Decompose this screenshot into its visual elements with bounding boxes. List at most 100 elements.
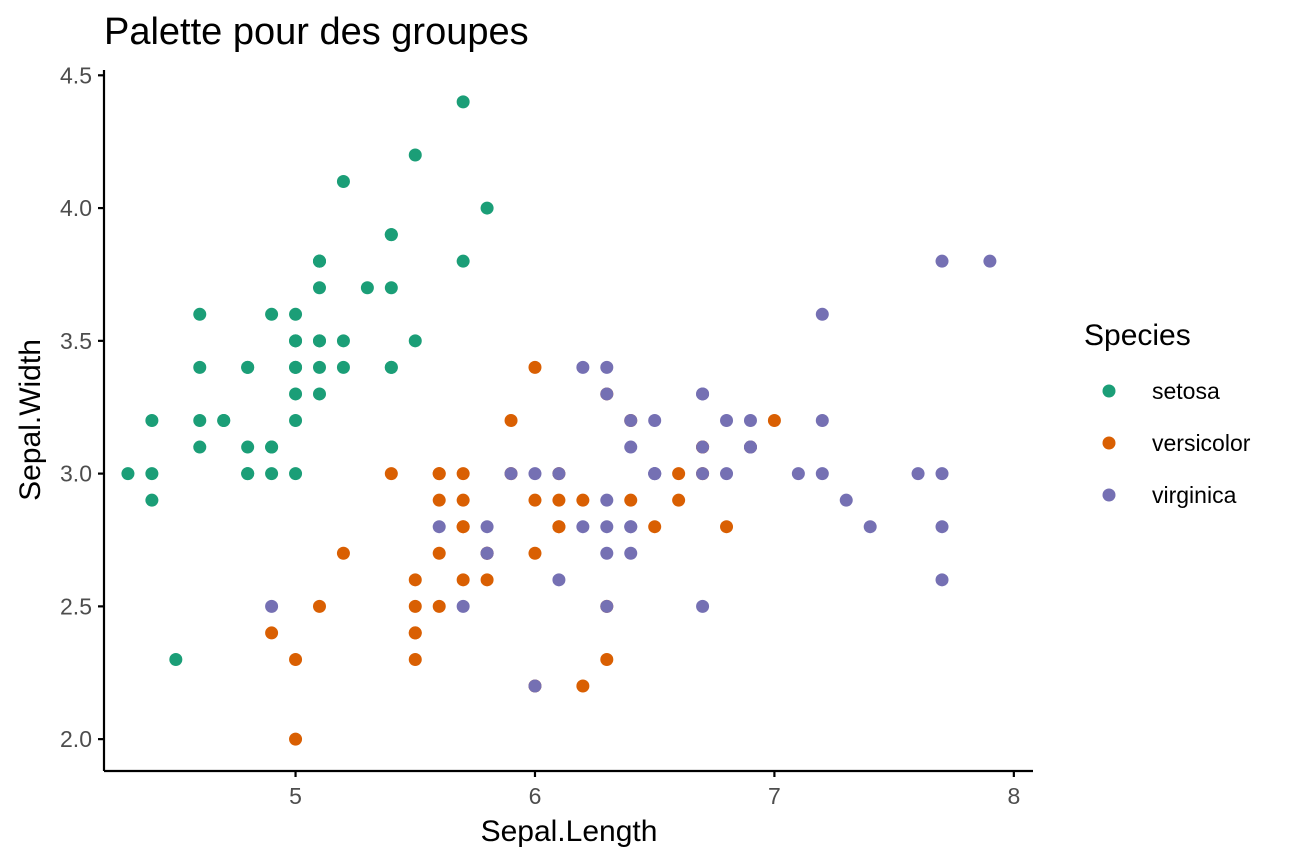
point-setosa (193, 307, 207, 321)
point-versicolor (624, 493, 638, 507)
point-virginica (815, 307, 829, 321)
point-virginica (935, 520, 949, 534)
legend-label-setosa: setosa (1152, 378, 1220, 404)
point-virginica (839, 493, 853, 507)
point-virginica (600, 360, 614, 374)
point-setosa (480, 201, 494, 215)
point-versicolor (552, 493, 566, 507)
point-virginica (576, 520, 590, 534)
series-setosa (121, 95, 494, 666)
point-setosa (408, 334, 422, 348)
series-virginica (265, 254, 997, 693)
x-tick-label: 7 (768, 783, 781, 809)
point-setosa (289, 414, 303, 427)
point-virginica (624, 440, 638, 454)
point-versicolor (767, 414, 781, 427)
y-tick-label: 2.0 (60, 726, 92, 752)
point-setosa (312, 334, 326, 348)
point-versicolor (528, 360, 542, 374)
point-setosa (145, 467, 159, 481)
point-virginica (935, 254, 949, 268)
point-setosa (384, 281, 398, 295)
legend-label-versicolor: versicolor (1152, 430, 1251, 456)
point-setosa (145, 414, 159, 427)
point-versicolor (456, 520, 470, 534)
point-virginica (648, 414, 662, 427)
point-virginica (265, 599, 279, 613)
point-virginica (600, 546, 614, 560)
y-axis-ticks: 2.0 2.5 3.0 3.5 4.0 4.5 (60, 62, 104, 752)
point-versicolor (408, 626, 422, 640)
legend-title: Species (1084, 319, 1191, 352)
point-setosa (360, 281, 374, 295)
point-versicolor (408, 652, 422, 666)
point-setosa (289, 360, 303, 374)
point-setosa (384, 228, 398, 242)
point-virginica (456, 599, 470, 613)
point-versicolor (672, 467, 686, 481)
point-virginica (600, 387, 614, 401)
point-virginica (504, 467, 518, 481)
y-axis-title: Sepal.Width (14, 339, 47, 501)
point-versicolor (600, 652, 614, 666)
point-virginica (600, 599, 614, 613)
point-setosa (336, 175, 350, 189)
legend-key-virginica (1102, 488, 1116, 502)
points-layer (121, 95, 997, 746)
point-virginica (480, 520, 494, 534)
point-versicolor (576, 679, 590, 693)
point-setosa (408, 148, 422, 162)
point-virginica (935, 467, 949, 481)
point-versicolor (456, 467, 470, 481)
point-versicolor (432, 546, 446, 560)
point-virginica (696, 440, 710, 454)
point-virginica (696, 467, 710, 481)
x-axis-ticks: 5 6 7 8 (289, 771, 1020, 809)
point-virginica (600, 520, 614, 534)
chart-title: Palette pour des groupes (104, 11, 529, 53)
legend-label-virginica: virginica (1152, 482, 1237, 508)
point-virginica (696, 599, 710, 613)
point-virginica (720, 414, 734, 427)
y-tick-label: 4.5 (60, 62, 92, 88)
point-setosa (312, 360, 326, 374)
x-tick-label: 6 (529, 783, 542, 809)
y-tick-label: 4.0 (60, 195, 92, 221)
point-versicolor (648, 520, 662, 534)
legend-key-setosa (1102, 384, 1116, 398)
point-setosa (289, 387, 303, 401)
point-setosa (241, 440, 255, 454)
point-setosa (241, 467, 255, 481)
point-setosa (193, 360, 207, 374)
point-setosa (193, 440, 207, 454)
point-versicolor (456, 573, 470, 587)
point-versicolor (265, 626, 279, 640)
y-tick-label: 2.5 (60, 593, 92, 619)
point-versicolor (432, 493, 446, 507)
point-setosa (265, 307, 279, 321)
point-setosa (169, 652, 183, 666)
point-setosa (336, 360, 350, 374)
point-versicolor (528, 493, 542, 507)
point-setosa (265, 467, 279, 481)
point-setosa (456, 95, 470, 109)
point-virginica (791, 467, 805, 481)
point-setosa (312, 254, 326, 268)
series-versicolor (265, 360, 781, 746)
point-versicolor (720, 520, 734, 534)
point-virginica (815, 414, 829, 427)
point-virginica (432, 520, 446, 534)
point-virginica (480, 546, 494, 560)
point-versicolor (576, 493, 590, 507)
point-versicolor (432, 467, 446, 481)
point-virginica (911, 467, 925, 481)
point-virginica (720, 467, 734, 481)
point-virginica (552, 467, 566, 481)
point-setosa (193, 414, 207, 427)
point-virginica (528, 467, 542, 481)
point-setosa (336, 334, 350, 348)
x-tick-label: 8 (1007, 783, 1020, 809)
point-setosa (145, 493, 159, 507)
point-setosa (289, 467, 303, 481)
point-virginica (743, 414, 757, 427)
